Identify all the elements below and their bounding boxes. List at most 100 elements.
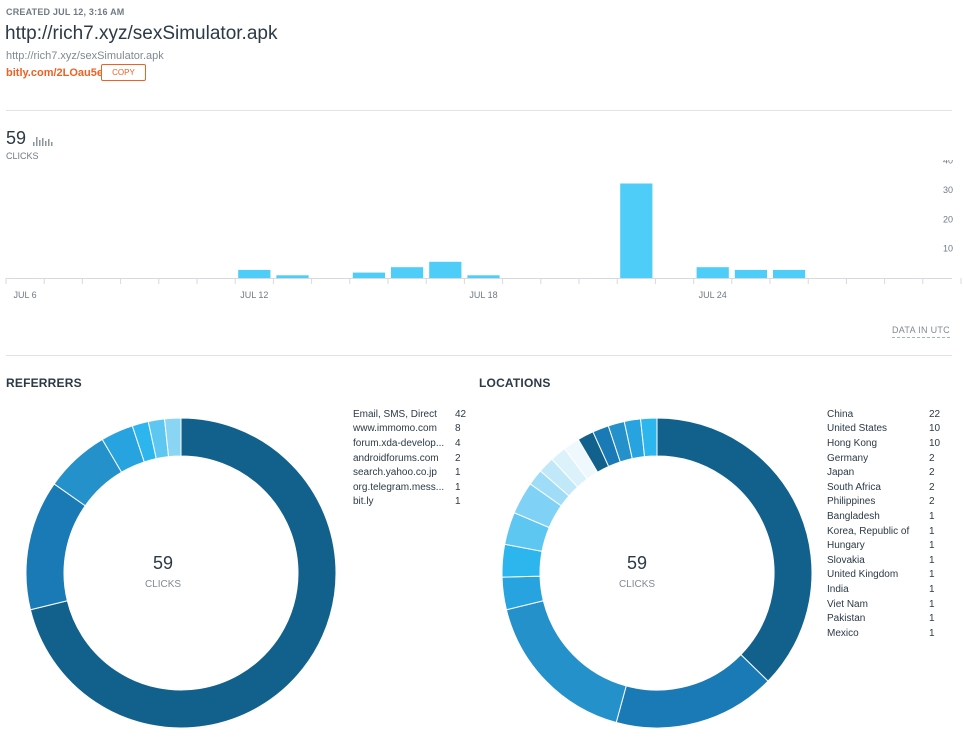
legend-item-name: Email, SMS, Direct: [353, 408, 437, 420]
locations-title: LOCATIONS: [479, 376, 551, 390]
section-divider: [6, 355, 952, 356]
locations-total-label: CLICKS: [618, 579, 656, 590]
legend-item[interactable]: Germany 2: [827, 451, 949, 466]
y-tick-label: 20: [943, 214, 953, 224]
legend-item[interactable]: Korea, Republic of 1: [827, 524, 949, 539]
legend-item[interactable]: United States 10: [827, 422, 949, 437]
legend-item[interactable]: Hungary 1: [827, 538, 949, 553]
legend-item-value: 1: [929, 569, 935, 581]
chart-bar[interactable]: Jul 22: 35: [620, 183, 653, 279]
legend-item-value: 1: [929, 583, 935, 595]
referrers-legend: Email, SMS, Direct 42 www.immomo.com 8 forum…: [353, 407, 475, 509]
chart-bar[interactable]: Jul 12: 3: [238, 269, 271, 278]
x-tick-label: JUL 18: [469, 290, 497, 300]
legend-item-name: Philippines: [827, 496, 876, 508]
referrers-total-label: CLICKS: [144, 579, 182, 590]
legend-item-value: 1: [455, 467, 461, 479]
legend-item[interactable]: Hong Kong 10: [827, 436, 949, 451]
legend-item[interactable]: bit.ly 1: [353, 495, 475, 510]
legend-item-value: 2: [929, 481, 935, 493]
donut-slice[interactable]: China: 22: [656, 417, 813, 682]
short-link[interactable]: bitly.com/2LOau5e: [6, 67, 103, 79]
legend-item-name: search.yahoo.co.jp: [353, 467, 437, 479]
legend-item[interactable]: Mexico 1: [827, 626, 949, 641]
legend-item-name: Hungary: [827, 540, 865, 552]
chart-bar[interactable]: Jul 15: 2: [352, 272, 385, 278]
legend-item-value: 1: [455, 481, 461, 493]
legend-item[interactable]: search.yahoo.co.jp 1: [353, 465, 475, 480]
legend-item-name: Germany: [827, 452, 869, 464]
donut-slice[interactable]: United States: 10: [615, 653, 769, 729]
chart-bar[interactable]: Jul 24: 4: [696, 267, 729, 278]
donut-slice[interactable]: www.immomo.com: 8: [25, 483, 86, 611]
x-tick-label: JUL 6: [14, 290, 37, 300]
legend-item-value: 1: [929, 525, 935, 537]
legend-item[interactable]: South Africa 2: [827, 480, 949, 495]
legend-item[interactable]: www.immomo.com 8: [353, 422, 475, 437]
chart-bar[interactable]: Jul 16: 4: [391, 267, 424, 278]
legend-item[interactable]: Japan 2: [827, 465, 949, 480]
legend-item-value: 2: [455, 452, 461, 464]
chart-bar[interactable]: Jul 26: 3: [773, 269, 806, 278]
legend-item[interactable]: India 1: [827, 582, 949, 597]
legend-item-name: bit.ly: [353, 496, 374, 508]
legend-item-name: Korea, Republic of: [827, 525, 910, 537]
legend-item-value: 1: [929, 598, 935, 610]
locations-total: 59: [626, 553, 648, 573]
legend-item-value: 4: [455, 437, 461, 449]
legend-item-value: 1: [929, 510, 935, 522]
legend-item-value: 1: [929, 627, 935, 639]
legend-item-value: 2: [929, 496, 935, 508]
donut-slice[interactable]: Hong Kong: 10: [505, 600, 627, 724]
created-date: CREATED JUL 12, 3:16 AM: [6, 7, 125, 17]
legend-item[interactable]: Viet Nam 1: [827, 597, 949, 612]
legend-item[interactable]: Bangladesh 1: [827, 509, 949, 524]
y-tick-label: 30: [943, 185, 953, 195]
clicks-bar-chart: Jul 12: 3 Jul 13: 1 Jul 15: 2 Jul 16: 4 Jul …: [5, 160, 962, 300]
legend-item-name: Pakistan: [827, 613, 866, 625]
copy-button[interactable]: COPY: [101, 64, 146, 81]
donut-slice[interactable]: Email, SMS, Direct: 42: [29, 417, 337, 729]
x-tick-label: JUL 24: [699, 290, 727, 300]
legend-item[interactable]: Pakistan 1: [827, 611, 949, 626]
long-url[interactable]: http://rich7.xyz/sexSimulator.apk: [6, 50, 164, 62]
donut-slice[interactable]: Mexico: 1: [639, 417, 658, 458]
legend-item[interactable]: China 22: [827, 407, 949, 422]
legend-item[interactable]: org.telegram.mess... 1: [353, 480, 475, 495]
legend-item-value: 2: [929, 452, 935, 464]
legend-item[interactable]: Philippines 2: [827, 495, 949, 510]
chart-bar[interactable]: Jul 13: 1: [276, 275, 309, 278]
legend-item-name: Hong Kong: [827, 437, 878, 449]
legend-item-name: Viet Nam: [827, 598, 868, 610]
chart-bar[interactable]: Jul 17: 6: [429, 261, 462, 278]
locations-legend: China 22 United States 10 Hong Kong 10 Germany…: [827, 407, 949, 641]
legend-item[interactable]: Slovakia 1: [827, 553, 949, 568]
legend-item-name: Mexico: [827, 627, 859, 639]
legend-item[interactable]: androidforums.com 2: [353, 451, 475, 466]
legend-item-value: 22: [929, 408, 941, 420]
locations-center: 59 CLICKS: [585, 553, 689, 590]
legend-item-value: 10: [929, 423, 941, 435]
chart-bar[interactable]: Jul 18: 1: [467, 275, 500, 278]
referrers-center: 59 CLICKS: [111, 553, 215, 590]
legend-item-name: org.telegram.mess...: [353, 481, 445, 493]
data-in-utc-note[interactable]: DATA IN UTC: [892, 325, 950, 338]
legend-item[interactable]: United Kingdom 1: [827, 568, 949, 583]
header-divider: [6, 110, 952, 111]
legend-item-value: 1: [929, 540, 935, 552]
legend-item-value: 1: [455, 496, 461, 508]
chart-bar[interactable]: Jul 25: 3: [734, 269, 767, 278]
legend-item-name: Slovakia: [827, 554, 865, 566]
referrers-title: REFERRERS: [6, 376, 82, 390]
legend-item-value: 8: [455, 423, 461, 435]
legend-item[interactable]: Email, SMS, Direct 42: [353, 407, 475, 422]
bar-chart-icon: [33, 137, 53, 146]
legend-item-name: forum.xda-develop...: [353, 437, 445, 449]
total-clicks-label: CLICKS: [6, 151, 39, 161]
legend-item-value: 42: [455, 408, 467, 420]
legend-item-name: androidforums.com: [353, 452, 439, 464]
legend-item-value: 2: [929, 467, 935, 479]
donut-slice[interactable]: bit.ly: 1: [163, 417, 182, 458]
x-tick-label: JUL 12: [240, 290, 268, 300]
legend-item[interactable]: forum.xda-develop... 4: [353, 436, 475, 451]
